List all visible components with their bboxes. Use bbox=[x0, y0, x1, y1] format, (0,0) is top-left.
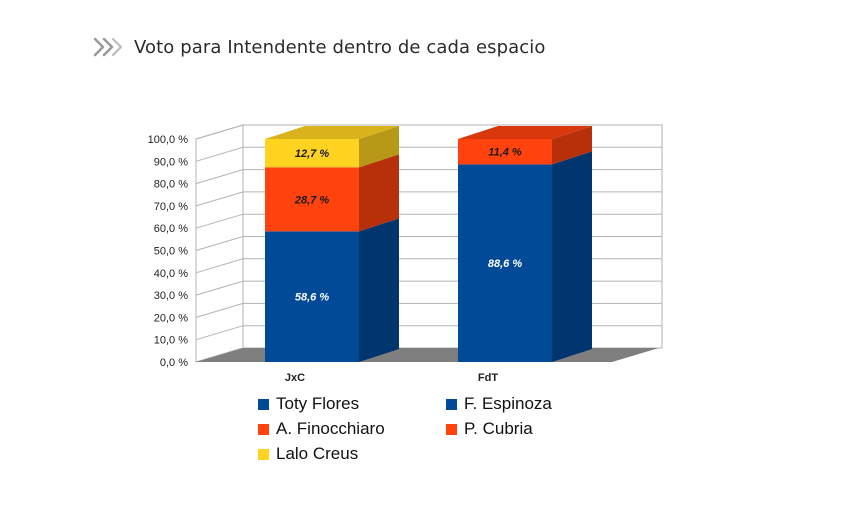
bar-segment bbox=[265, 139, 359, 168]
y-tick-label: 100,0 % bbox=[148, 134, 189, 146]
data-label: 58,6 % bbox=[295, 292, 329, 304]
double-chevron-right-icon bbox=[93, 37, 122, 57]
y-tick-label: 20,0 % bbox=[154, 312, 188, 324]
data-label: 88,6 % bbox=[488, 258, 522, 270]
legend-item: Lalo Creus bbox=[258, 442, 446, 466]
bar-segment bbox=[458, 139, 552, 165]
legend-swatch bbox=[446, 423, 457, 435]
y-tick-label: 50,0 % bbox=[154, 246, 188, 258]
bar-segment bbox=[265, 231, 359, 362]
data-label: 11,4 % bbox=[488, 147, 522, 159]
y-tick-label: 40,0 % bbox=[154, 268, 188, 280]
chart-title: Voto para Intendente dentro de cada espa… bbox=[134, 36, 546, 58]
bar-segment-side bbox=[552, 126, 592, 165]
legend-swatch bbox=[446, 398, 457, 410]
bar-segment-side bbox=[359, 126, 399, 168]
legend-label: Toty Flores bbox=[276, 394, 360, 413]
y-tick-label: 80,0 % bbox=[154, 179, 188, 191]
data-label: 28,7 % bbox=[294, 194, 329, 206]
legend-item: A. Finocchiaro bbox=[258, 417, 446, 441]
legend-label: P. Cubria bbox=[464, 419, 533, 438]
y-tick-label: 90,0 % bbox=[154, 156, 188, 168]
bar-segment-top bbox=[458, 126, 592, 139]
legend-label: Lalo Creus bbox=[276, 444, 359, 463]
bar-segment-side bbox=[359, 218, 399, 362]
y-tick-label: 70,0 % bbox=[154, 201, 188, 213]
chart-legend: Toty Flores F. Espinoza A. Finocchiaro P. C… bbox=[258, 392, 606, 466]
legend-label: F. Espinoza bbox=[464, 394, 552, 413]
legend-label: A. Finocchiaro bbox=[276, 419, 385, 438]
legend-swatch bbox=[258, 398, 269, 410]
y-tick-label: 10,0 % bbox=[154, 335, 188, 347]
chart-header: Voto para Intendente dentro de cada espa… bbox=[92, 34, 546, 60]
legend-swatch bbox=[258, 448, 269, 460]
y-tick-label: 60,0 % bbox=[154, 223, 188, 235]
y-tick-label: 30,0 % bbox=[154, 290, 188, 302]
bar-segment bbox=[265, 167, 359, 232]
y-tick-label: 0,0 % bbox=[160, 357, 188, 369]
bar-segment bbox=[458, 164, 552, 362]
legend-swatch bbox=[258, 423, 269, 435]
legend-item: Toty Flores bbox=[258, 392, 446, 416]
x-category-label: FdT bbox=[478, 372, 498, 384]
bar-segment-side bbox=[359, 154, 399, 232]
x-category-label: JxC bbox=[285, 372, 305, 384]
legend-item: F. Espinoza bbox=[446, 392, 606, 416]
gridline bbox=[195, 124, 662, 140]
bar-segment-side bbox=[552, 151, 592, 362]
legend-item: P. Cubria bbox=[446, 417, 606, 441]
bar-segment-top bbox=[265, 126, 399, 139]
data-label: 12,7 % bbox=[295, 148, 329, 160]
